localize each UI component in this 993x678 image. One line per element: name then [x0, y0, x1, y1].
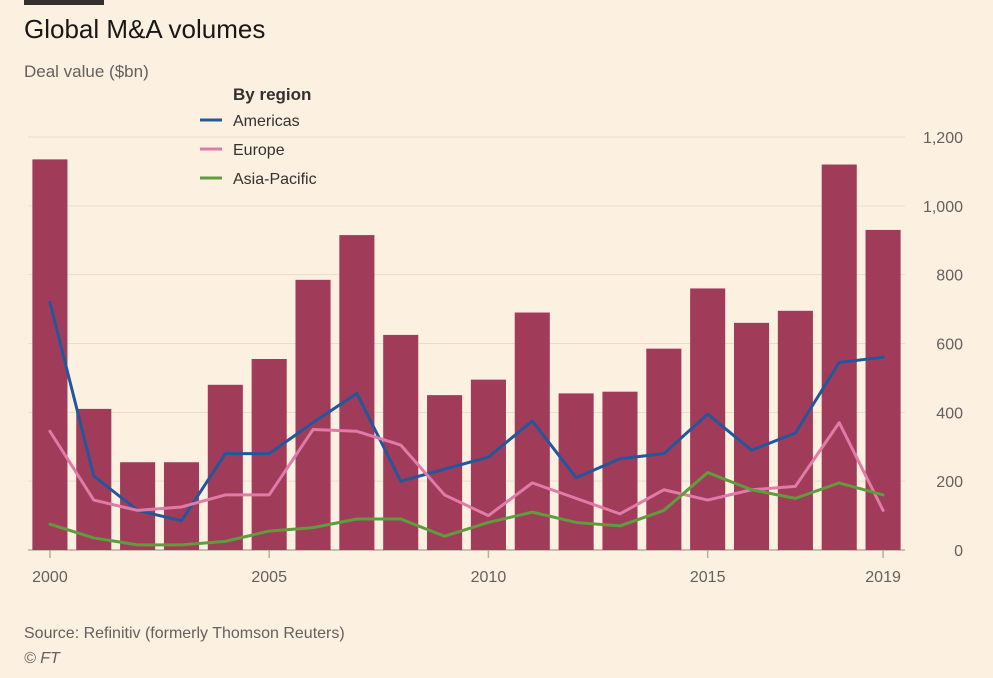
bar: [821, 164, 857, 551]
header-rule: [24, 0, 104, 5]
bar: [32, 159, 68, 550]
y-tick-label: 800: [936, 268, 963, 285]
chart-subtitle: Deal value ($bn): [24, 62, 149, 81]
y-tick-label: 400: [936, 405, 963, 422]
bar: [470, 379, 506, 550]
x-tick-label: 2015: [690, 569, 726, 586]
bar: [207, 384, 243, 550]
y-tick-label: 0: [954, 543, 963, 560]
y-tick-label: 200: [936, 474, 963, 491]
bar-series: [32, 159, 901, 551]
y-tick-label: 600: [936, 337, 963, 354]
legend-label: Asia-Pacific: [233, 171, 317, 188]
legend-label: Americas: [233, 113, 300, 130]
series-line-asia-pacific: [48, 471, 885, 547]
y-tick-label: 1,000: [923, 199, 963, 216]
x-tick-label: 2005: [251, 569, 287, 586]
copyright-note: © FT: [24, 650, 60, 667]
y-tick-label: 1,200: [923, 130, 963, 147]
chart-title: Global M&A volumes: [24, 14, 266, 44]
legend-label: Europe: [233, 142, 285, 159]
x-tick-label: 2010: [471, 569, 507, 586]
bar: [690, 288, 726, 550]
y-axis-ticks: 0 200 400 600 800 1,000 1,200: [923, 130, 963, 560]
series-line-americas: [48, 300, 885, 523]
bar: [733, 322, 770, 550]
source-note: Source: Refinitiv (formerly Thomson Reut…: [24, 625, 345, 642]
bar: [646, 348, 682, 550]
x-axis-ticks: 2000 2005 2010 2015 2019: [32, 550, 901, 586]
x-tick-label: 2000: [32, 569, 68, 586]
bar: [120, 462, 156, 550]
series-line-europe: [48, 421, 885, 518]
x-tick-label: 2019: [865, 569, 901, 586]
bar: [865, 229, 901, 551]
legend: By region Americas Europe Asia-Pacific: [200, 85, 317, 188]
line-series: [48, 300, 885, 547]
legend-title: By region: [233, 85, 311, 104]
